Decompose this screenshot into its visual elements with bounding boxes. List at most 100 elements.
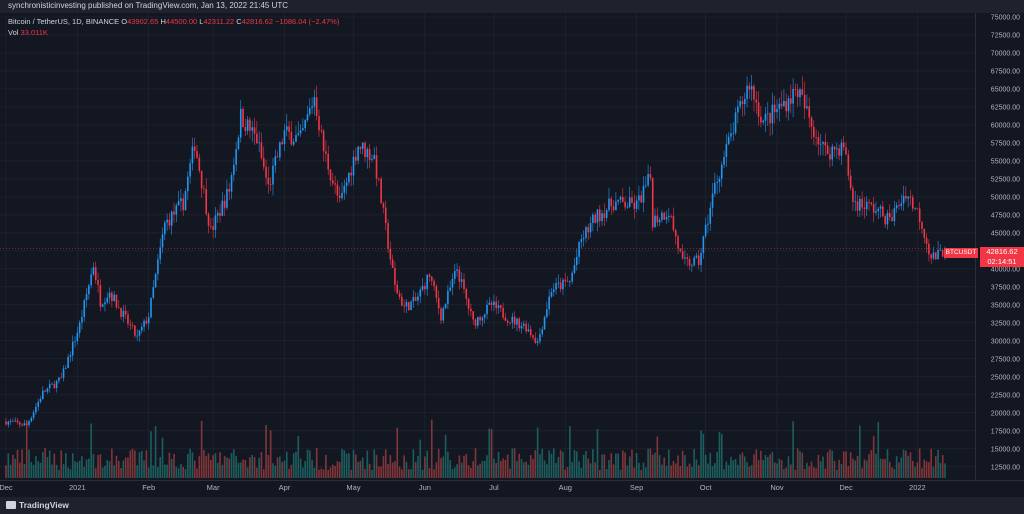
volume-bar (401, 469, 403, 478)
volume-bar (815, 468, 817, 478)
candle-body (741, 101, 744, 105)
candle-body (909, 196, 912, 198)
volume-bar (352, 449, 355, 478)
candle-body (847, 154, 850, 176)
volume-bar (51, 464, 53, 478)
volume-bar (838, 459, 840, 478)
volume-bar (83, 467, 86, 478)
legend-low-label: L (199, 17, 204, 26)
time-axis[interactable]: Dec 2021 Feb Mar Apr May Jun Jul Aug Sep Oct Nov Dec… (0, 483, 926, 492)
volume-bar (412, 449, 415, 478)
candle-body (16, 420, 19, 423)
candle-body (580, 239, 583, 243)
candle-body (497, 305, 500, 309)
volume-bar (640, 469, 643, 478)
volume-bar (403, 455, 405, 478)
price-axis[interactable]: 75000.00 72500.00 70000.00 67500.00 65000.00… (991, 15, 1020, 472)
volume-bar (831, 450, 834, 478)
volume-bar (216, 462, 219, 478)
volume-bar (221, 464, 224, 478)
x-tick-label: Dec (0, 483, 13, 492)
chart-legend: Bitcoin / TetherUS, 1D, BINANCE O43902.6… (8, 16, 339, 38)
candle-body (244, 126, 247, 131)
legend-close-label: C (236, 17, 242, 26)
volume-bar (81, 456, 83, 478)
candle-body (295, 135, 297, 142)
volume-bar (674, 463, 677, 478)
candle-body (92, 267, 95, 275)
candle-body (437, 297, 440, 309)
candle-body (94, 267, 97, 281)
volume-bar (129, 450, 132, 478)
volume-bar (44, 448, 46, 478)
volume-bar (493, 458, 495, 478)
volume-bar (327, 469, 330, 478)
volume-bar (210, 459, 212, 478)
volume-bar (527, 464, 530, 478)
volume-bar (306, 449, 309, 478)
volume-bar (242, 459, 244, 478)
volume-bar (127, 457, 129, 478)
volume-bar (173, 454, 175, 478)
x-tick-label: Sep (630, 483, 643, 492)
candle-body (796, 89, 799, 98)
volume-bar (603, 454, 606, 478)
volume-bar (822, 456, 824, 478)
volume-bar (709, 452, 712, 478)
volume-bar (382, 456, 385, 478)
candle-body (762, 120, 764, 123)
candle-body (21, 424, 23, 426)
volume-bar (601, 454, 603, 478)
volume-bar (115, 455, 118, 478)
candle-body (677, 236, 679, 249)
volume-bar (826, 451, 829, 478)
candle-body (651, 177, 654, 228)
candle-body (589, 223, 592, 233)
candle-body (74, 340, 76, 342)
volume-bar (32, 464, 35, 478)
volume-bar (937, 449, 939, 478)
candle-body (700, 253, 702, 265)
volume-bar (900, 457, 903, 478)
y-tick-label: 62500.00 (991, 104, 1020, 111)
candle-body (78, 322, 81, 333)
candle-body (143, 320, 145, 327)
volume-bar (681, 450, 684, 478)
volume-bar (569, 426, 571, 478)
volume-bar (541, 448, 544, 478)
y-tick-label: 17500.00 (991, 428, 1020, 435)
candle-body (472, 311, 475, 320)
volume-bar (789, 464, 792, 478)
y-tick-label: 15000.00 (991, 446, 1020, 453)
volume-bar (720, 433, 723, 478)
volume-bar (727, 465, 730, 478)
volume-bar (417, 455, 419, 478)
tradingview-logo[interactable]: TradingView (6, 500, 69, 510)
volume-bar (430, 419, 433, 478)
candle-body (311, 106, 313, 109)
volume-bar (677, 455, 679, 478)
candle-body (412, 297, 415, 302)
candle-body (228, 188, 231, 192)
volume-bar (893, 468, 896, 478)
candle-body (621, 196, 624, 202)
volume-bar (592, 449, 594, 478)
volume-bar (550, 453, 553, 478)
volume-bar (350, 469, 353, 478)
volume-bar (180, 463, 182, 478)
volume-bar (723, 469, 725, 478)
volume-bar (62, 464, 65, 478)
volume-bar (447, 451, 449, 478)
candle-body (136, 335, 138, 337)
candle-body (304, 120, 306, 129)
candle-body (794, 89, 797, 90)
candle-body (113, 294, 115, 301)
volume-bar (465, 453, 468, 478)
candle-body (815, 137, 817, 138)
volume-bar (877, 422, 880, 478)
volume-bar (799, 451, 801, 478)
volume-bar (686, 466, 689, 478)
volume-bar (203, 450, 205, 478)
volume-bar (479, 463, 481, 478)
